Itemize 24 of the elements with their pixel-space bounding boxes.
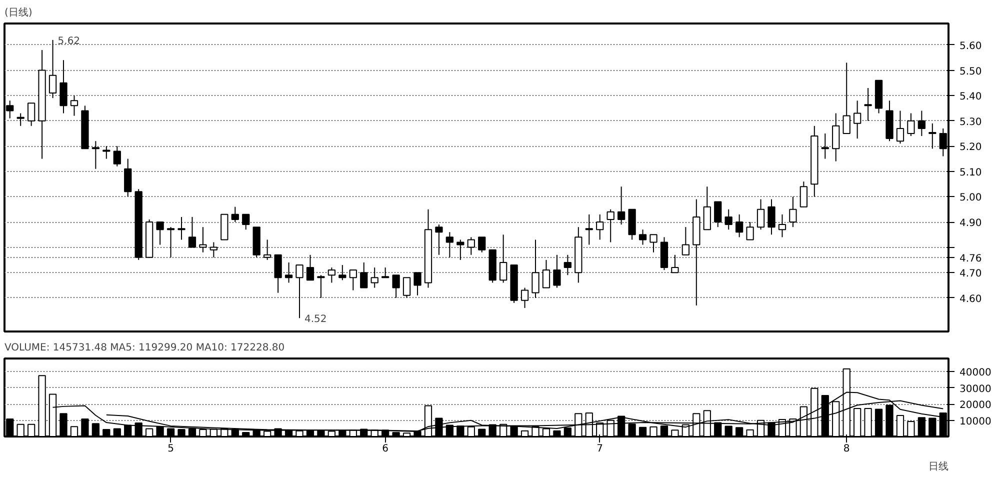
y-tick-label: 4.70 [960,268,982,280]
y-tick-label: 10000 [960,416,992,428]
y-tick-label: 5.00 [960,192,982,204]
chart-title: (日线) [4,6,32,18]
y-tick-label: 40000 [960,368,992,378]
y-tick-label: 5.10 [960,167,982,178]
y-tick-label: 4.76 [960,253,982,264]
x-tick-label: 7 [596,444,604,454]
y-tick-label: 5.60 [960,40,982,52]
x-tick-label: 6 [382,444,389,454]
y-tick-label: 4.90 [960,218,982,230]
chart-title: VOLUME: 145731.48 MA5: 119299.20 MA10: 172228.80 [4,342,285,354]
annotation: 4.52 [304,314,327,326]
y-tick-label: 5.30 [960,116,982,128]
text: 日线 [928,460,948,472]
x-tick-label: 5 [168,444,174,454]
x-tick-label: 8 [843,444,850,454]
y-tick-label: 20000 [960,400,992,411]
y-tick-label: 5.40 [960,92,982,103]
annotation: 5.62 [58,36,80,47]
y-tick-label: 5.20 [960,142,982,154]
y-tick-label: 30000 [960,384,992,395]
y-tick-label: 5.50 [960,66,982,78]
y-tick-label: 4.60 [960,294,982,305]
